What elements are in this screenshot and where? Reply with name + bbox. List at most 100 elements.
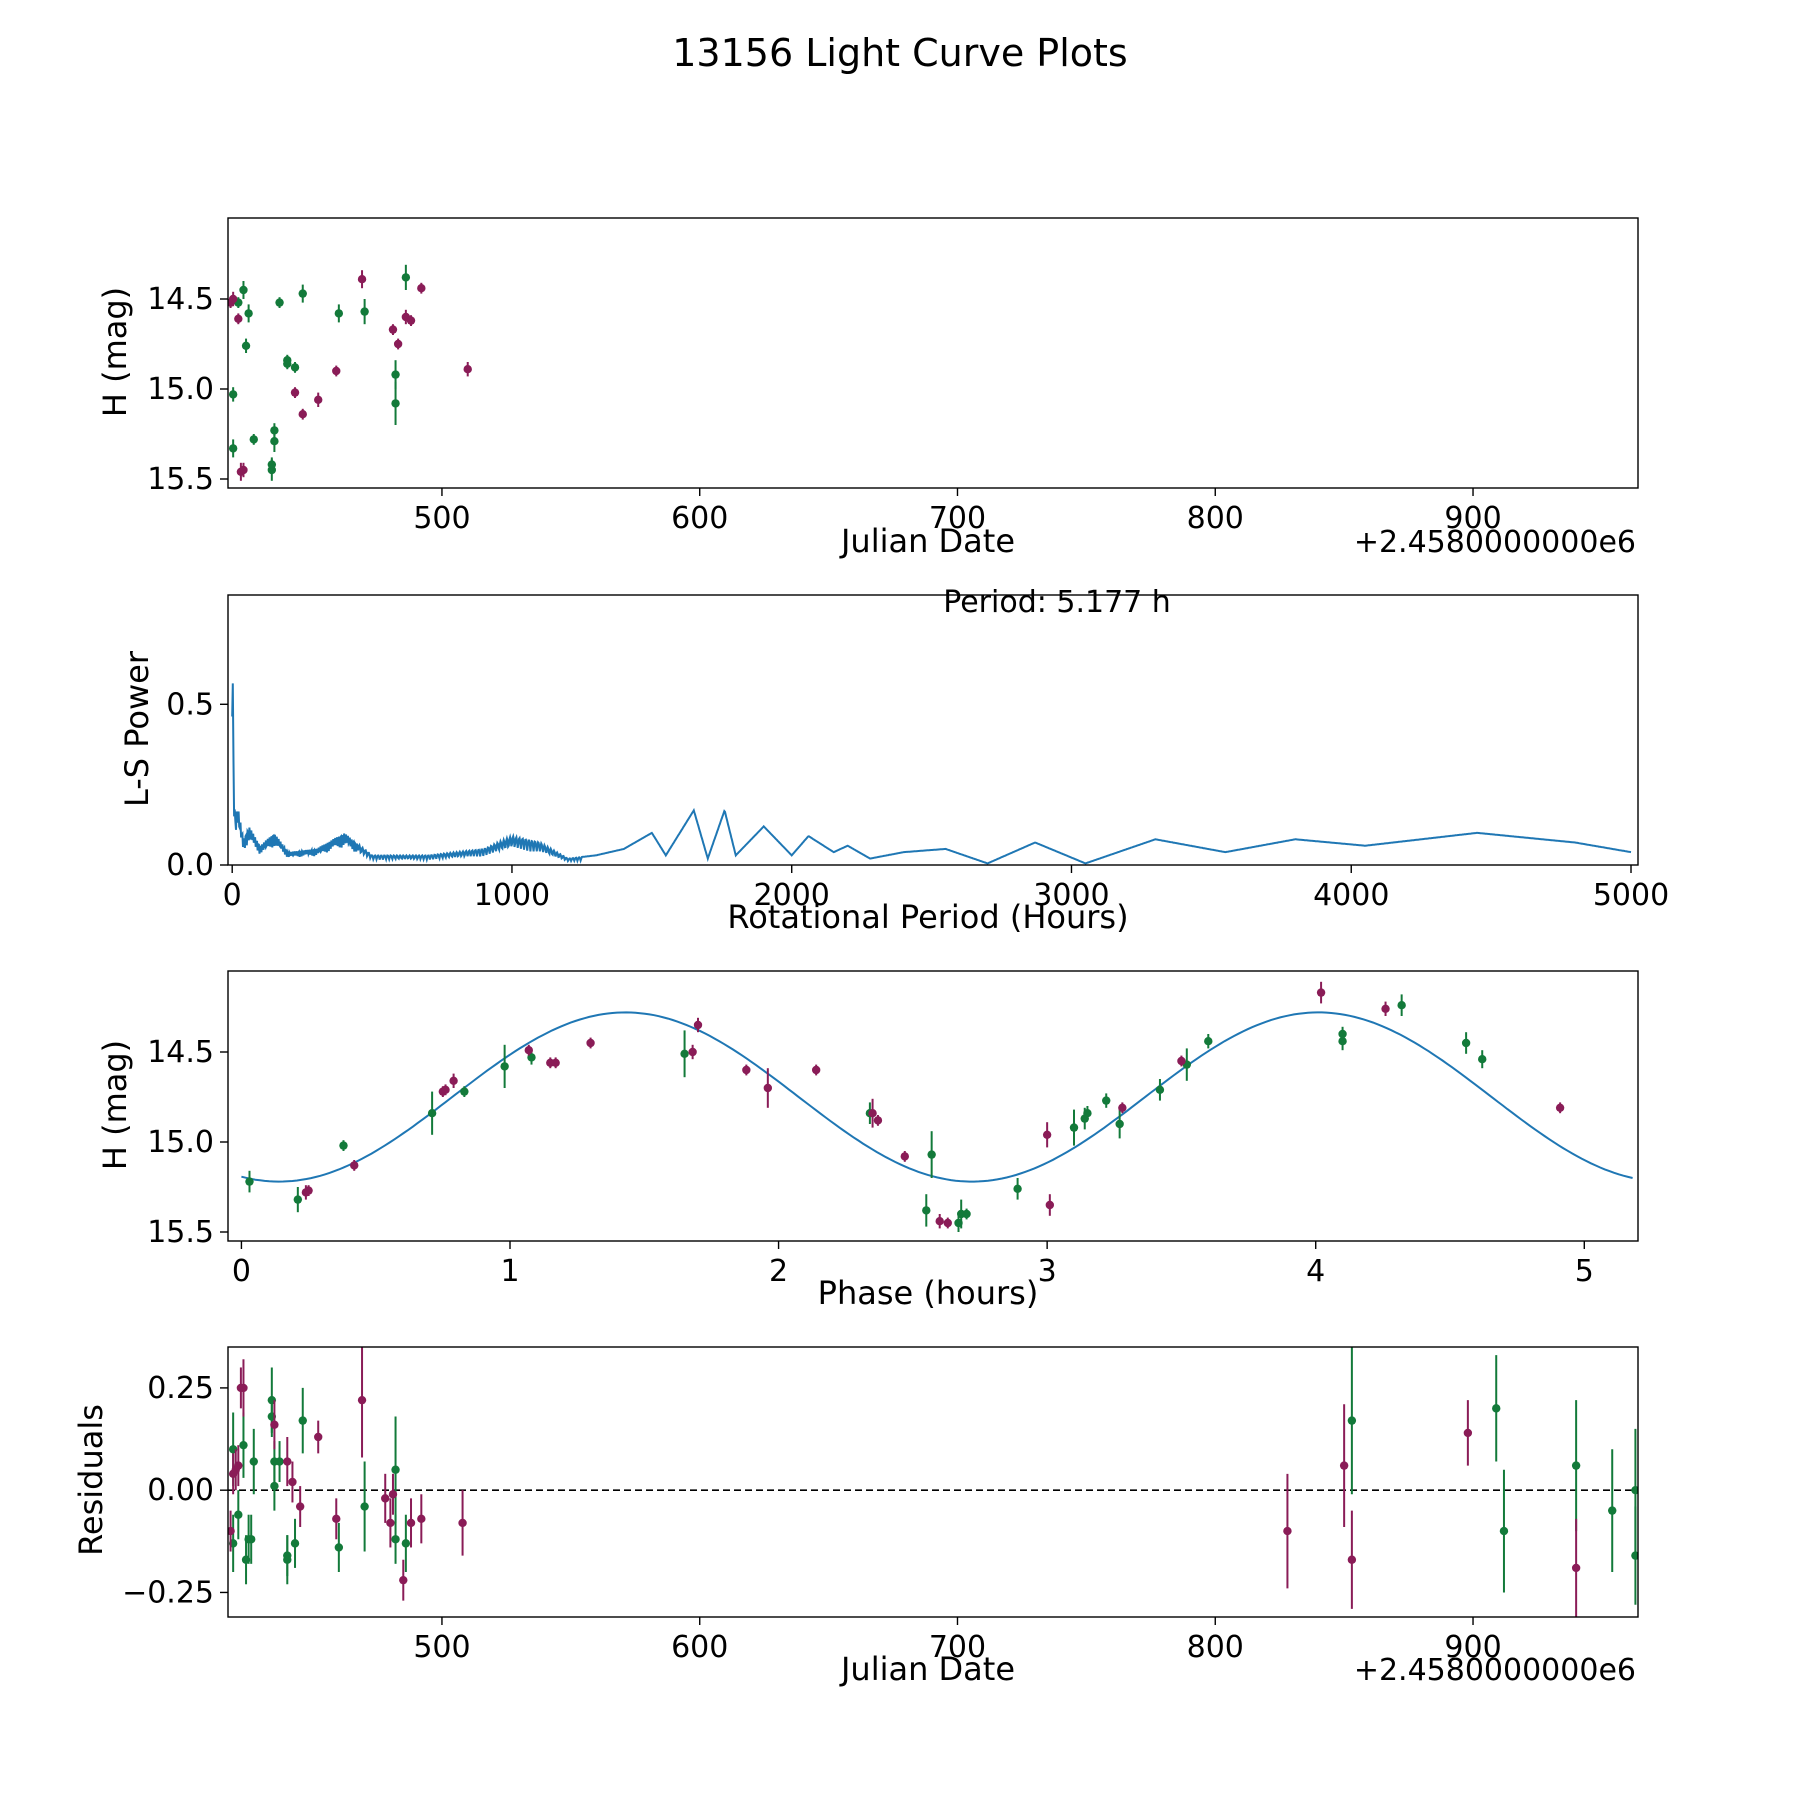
residuals-magenta-point <box>1339 1461 1349 1470</box>
residuals-green-point <box>391 1535 400 1544</box>
residuals-magenta-point <box>357 1395 367 1405</box>
lightcurve-green-point <box>241 341 251 350</box>
phased-model-curve <box>241 1011 1633 1183</box>
lightcurve-xtick-label: 900 <box>1444 501 1501 536</box>
residuals-ytick-label: −0.25 <box>122 1575 214 1610</box>
phased-ytick-label: 15.5 <box>147 1215 214 1250</box>
residuals-green-point <box>1499 1526 1509 1536</box>
phased-green-point <box>1102 1096 1111 1105</box>
lightcurve-magenta-point <box>239 465 248 475</box>
residuals-green-point <box>1492 1404 1501 1413</box>
lightcurve-magenta-point <box>290 388 300 397</box>
lightcurve-green-point <box>275 298 284 307</box>
phased-magenta-point <box>693 1020 703 1030</box>
residuals-green-point <box>239 1440 248 1450</box>
phased-green-point <box>293 1195 303 1204</box>
lightcurve-green-point <box>267 460 277 469</box>
phased-green-point <box>500 1062 509 1071</box>
period-annotation: Period: 5.177 h <box>943 585 1171 620</box>
residuals-frame <box>227 1346 1639 1618</box>
lightcurve-magenta-point <box>393 339 403 349</box>
lightcurve-magenta-point <box>463 365 472 374</box>
lightcurve-green-point <box>244 309 253 318</box>
phased-magenta-point <box>1045 1200 1055 1210</box>
periodogram-ytick-label: 0.0 <box>166 848 214 883</box>
lightcurve-green-point <box>270 426 279 435</box>
lightcurve-xtick-label: 500 <box>413 501 470 536</box>
lightcurve-green-point <box>249 435 258 444</box>
periodogram-xtick-label: 3000 <box>1033 878 1109 913</box>
phased-green-point <box>927 1150 936 1159</box>
lightcurve-xtick-label: 600 <box>671 501 728 536</box>
lightcurve-ytick-label: 15.5 <box>147 462 214 497</box>
periodogram-ytick-label: 0.5 <box>166 687 214 722</box>
lightcurve-ylabel: H (mag) <box>96 287 134 417</box>
lightcurve-magenta-point <box>332 366 341 376</box>
phased-green-point <box>1204 1037 1213 1046</box>
lightcurve-green-point <box>298 289 307 298</box>
lightcurve-magenta-point <box>298 410 307 419</box>
residuals-magenta-point <box>1283 1526 1292 1536</box>
lightcurve-magenta-point <box>406 316 416 325</box>
lightcurve-ytick-label: 15.0 <box>147 372 214 407</box>
phased-magenta-point <box>1316 988 1326 997</box>
phased-magenta-point <box>586 1038 595 1048</box>
lightcurve-xlabel: Julian Date <box>839 522 1015 560</box>
periodogram-xtick-label: 1000 <box>474 878 550 913</box>
residuals-magenta-point <box>417 1514 426 1524</box>
residuals-xlabel: Julian Date <box>839 1650 1015 1688</box>
periodogram-xtick-label: 5000 <box>1593 878 1669 913</box>
phased-green-point <box>1115 1119 1124 1129</box>
residuals-magenta-point <box>314 1432 323 1442</box>
residuals-green-point <box>1631 1551 1638 1560</box>
lightcurve-x-offset: +2.4580000000e6 <box>1354 525 1636 560</box>
lightcurve-green-point <box>290 363 300 372</box>
phased-magenta-point <box>900 1152 909 1161</box>
phased-green-point <box>680 1049 689 1059</box>
lightcurve-magenta-point <box>388 325 398 334</box>
periodogram-panel: 0 1000 2000 3000 4000 5000 0.0 0.5 Period: 5.17… <box>118 585 1669 936</box>
phased-xtick-label: 3 <box>1038 1254 1057 1289</box>
phased-xtick-label: 0 <box>232 1254 251 1289</box>
residuals-magenta-point <box>239 1383 248 1393</box>
residuals-green-point <box>249 1457 258 1466</box>
phased-green-point <box>922 1206 931 1215</box>
lightcurve-xtick-label: 800 <box>1187 501 1244 536</box>
residuals-green-point <box>401 1539 411 1548</box>
residuals-magenta-point <box>288 1477 297 1487</box>
phased-green-point <box>962 1209 971 1219</box>
residuals-green-point <box>391 1465 400 1474</box>
residuals-x-offset: +2.4580000000e6 <box>1354 1653 1636 1688</box>
phased-magenta-point <box>1177 1056 1186 1066</box>
phased-marks <box>241 981 1633 1232</box>
periodogram-power-line <box>231 683 1632 865</box>
phased-green-point <box>1338 1029 1347 1039</box>
periodogram-xtick-label: 2000 <box>754 878 830 913</box>
lightcurve-plot-area: 500 600 700 800 900 15.5 15.0 14.5 <box>147 217 1639 536</box>
lightcurve-green-point <box>228 444 238 453</box>
residuals-magenta-point <box>270 1420 279 1429</box>
residuals-green-point <box>334 1543 344 1552</box>
periodogram-xtick-label: 0 <box>223 878 242 913</box>
residuals-magenta-point <box>386 1518 395 1528</box>
phased-magenta-point <box>868 1109 877 1118</box>
phased-green-point <box>1461 1038 1471 1048</box>
phased-magenta-point <box>551 1058 560 1068</box>
periodogram-plot-area: 0 1000 2000 3000 4000 5000 0.0 0.5 <box>166 594 1669 913</box>
phased-green-point <box>245 1177 254 1186</box>
residuals-magenta-point <box>295 1502 305 1511</box>
phased-magenta-point <box>449 1076 458 1086</box>
phased-magenta-point <box>935 1217 944 1226</box>
residuals-ytick-label: 0.25 <box>147 1371 214 1406</box>
lightcurve-marks <box>228 264 472 481</box>
residuals-ylabel: Residuals <box>72 1404 110 1556</box>
phased-green-point <box>1478 1055 1487 1064</box>
phased-frame <box>227 970 1639 1242</box>
residuals-ytick-label: 0.00 <box>147 1473 214 1508</box>
phased-ytick-label: 15.0 <box>147 1125 214 1160</box>
lightcurve-green-point <box>270 437 279 446</box>
periodogram-ylabel: L-S Power <box>118 650 156 807</box>
